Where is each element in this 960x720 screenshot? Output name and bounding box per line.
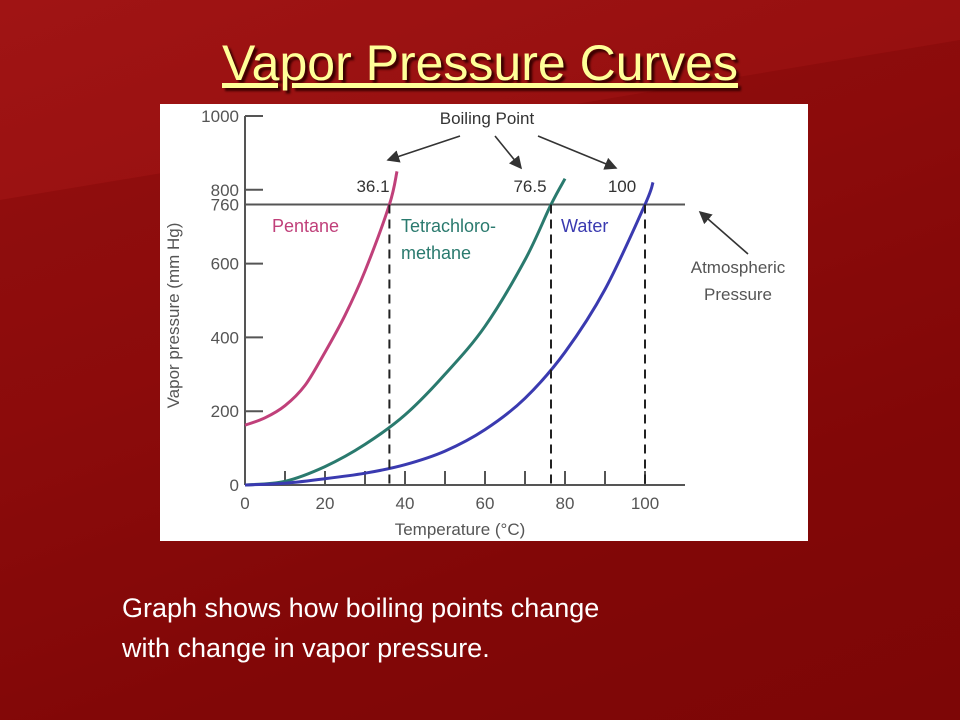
boiling-point-arrow [494, 135, 523, 170]
x-tick-label: 80 [556, 494, 575, 513]
boiling-point-value-label: 100 [608, 177, 636, 196]
boiling-point-arrow [537, 135, 618, 170]
x-tick-label: 100 [631, 494, 659, 513]
series-label-1: Tetrachloro- [401, 216, 496, 236]
slide-title: Vapor Pressure Curves [222, 35, 738, 91]
series-label-1: methane [401, 243, 471, 263]
slide-caption: Graph shows how boiling points change wi… [122, 588, 822, 668]
atmospheric-pressure-label: Pressure [704, 285, 772, 304]
atmospheric-pressure-label: Atmospheric [691, 258, 786, 277]
series-line-0 [244, 171, 399, 427]
series-label-0: Pentane [272, 216, 339, 236]
series-line-1 [244, 177, 567, 487]
x-tick-label: 0 [240, 494, 249, 513]
y-tick-label: 400 [211, 328, 239, 347]
boiling-point-value-label: 36.1 [356, 177, 389, 196]
x-tick-label: 20 [316, 494, 335, 513]
boiling-point-arrow [386, 135, 461, 163]
y-tick-label: 1000 [201, 107, 239, 126]
series-line-2 [244, 181, 655, 487]
y-tick-label: 200 [211, 402, 239, 421]
y-tick-label: 600 [211, 255, 239, 274]
boiling-point-value-label: 76.5 [513, 177, 546, 196]
caption-line-2: with change in vapor pressure. [122, 633, 490, 663]
y-axis-label: Vapor pressure (mm Hg) [164, 223, 183, 409]
y-tick-label: 0 [230, 476, 239, 495]
boiling-point-annotation: Boiling Point [440, 109, 535, 128]
x-axis-label: Temperature (°C) [395, 520, 526, 539]
y-tick-label: 800 [211, 181, 239, 200]
x-tick-label: 40 [396, 494, 415, 513]
y-tick-label: 760 [211, 196, 239, 215]
atmospheric-pressure-arrow [698, 210, 749, 255]
caption-line-1: Graph shows how boiling points change [122, 593, 600, 623]
chart-panel: 0 200 400 600 760 800 1000 0 20 40 60 80 100 Temperat… [160, 104, 808, 541]
x-tick-label: 60 [476, 494, 495, 513]
series-label-2: Water [561, 216, 608, 236]
